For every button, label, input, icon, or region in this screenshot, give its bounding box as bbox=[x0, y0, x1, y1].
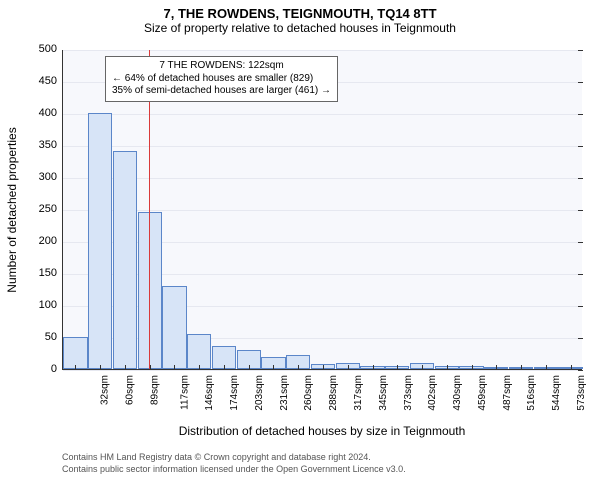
x-tick-label: 60sqm bbox=[125, 375, 136, 405]
chart-footer: Contains HM Land Registry data © Crown c… bbox=[62, 452, 406, 475]
gridline bbox=[63, 114, 582, 115]
x-tick-label: 516sqm bbox=[526, 375, 537, 411]
x-tick-label: 174sqm bbox=[229, 375, 240, 411]
y-tick-label: 350 bbox=[39, 139, 63, 151]
x-tick-label: 487sqm bbox=[502, 375, 513, 411]
gridline bbox=[63, 210, 582, 211]
x-tick-label: 317sqm bbox=[353, 375, 364, 411]
footer-line-2: Contains public sector information licen… bbox=[62, 464, 406, 476]
chart-plot-area: 05010015020025030035040045050032sqm60sqm… bbox=[62, 50, 582, 370]
gridline bbox=[63, 178, 582, 179]
y-tick-label: 100 bbox=[39, 299, 63, 311]
x-axis-label: Distribution of detached houses by size … bbox=[62, 424, 582, 438]
x-tick-label: 89sqm bbox=[149, 375, 160, 405]
x-tick-label: 402sqm bbox=[427, 375, 438, 411]
x-tick-label: 459sqm bbox=[477, 375, 488, 411]
y-tick-label: 150 bbox=[39, 267, 63, 279]
histogram-bar bbox=[113, 151, 137, 369]
annotation-line: 7 THE ROWDENS: 122sqm bbox=[112, 60, 331, 73]
y-axis-label: Number of detached properties bbox=[5, 127, 19, 292]
chart-subtitle: Size of property relative to detached ho… bbox=[0, 21, 600, 35]
x-tick-label: 203sqm bbox=[254, 375, 265, 411]
x-tick-label: 430sqm bbox=[452, 375, 463, 411]
x-tick-label: 373sqm bbox=[403, 375, 414, 411]
annotation-line: ← 64% of detached houses are smaller (82… bbox=[112, 73, 331, 86]
annotation-line: 35% of semi-detached houses are larger (… bbox=[112, 85, 331, 98]
chart-title: 7, THE ROWDENS, TEIGNMOUTH, TQ14 8TT bbox=[0, 0, 600, 21]
gridline bbox=[63, 50, 582, 51]
histogram-bar bbox=[162, 286, 186, 369]
y-tick-label: 200 bbox=[39, 235, 63, 247]
x-tick-label: 117sqm bbox=[179, 375, 190, 410]
x-tick-label: 573sqm bbox=[576, 375, 587, 411]
gridline bbox=[63, 370, 582, 371]
y-tick-label: 50 bbox=[45, 331, 63, 343]
y-tick-label: 250 bbox=[39, 203, 63, 215]
y-tick-label: 450 bbox=[39, 75, 63, 87]
annotation-box: 7 THE ROWDENS: 122sqm← 64% of detached h… bbox=[105, 56, 338, 102]
x-tick-label: 345sqm bbox=[378, 375, 389, 411]
y-tick-label: 400 bbox=[39, 107, 63, 119]
gridline bbox=[63, 146, 582, 147]
x-tick-label: 231sqm bbox=[279, 375, 290, 411]
histogram-bar bbox=[88, 113, 112, 369]
y-tick-label: 300 bbox=[39, 171, 63, 183]
y-tick-label: 500 bbox=[39, 43, 63, 55]
x-tick-label: 288sqm bbox=[328, 375, 339, 411]
footer-line-1: Contains HM Land Registry data © Crown c… bbox=[62, 452, 406, 464]
histogram-bar bbox=[187, 334, 211, 369]
x-tick-label: 260sqm bbox=[304, 375, 315, 411]
x-tick-label: 146sqm bbox=[205, 375, 216, 411]
y-tick-label: 0 bbox=[51, 363, 63, 375]
x-tick-label: 32sqm bbox=[100, 375, 111, 405]
x-tick-label: 544sqm bbox=[551, 375, 562, 411]
